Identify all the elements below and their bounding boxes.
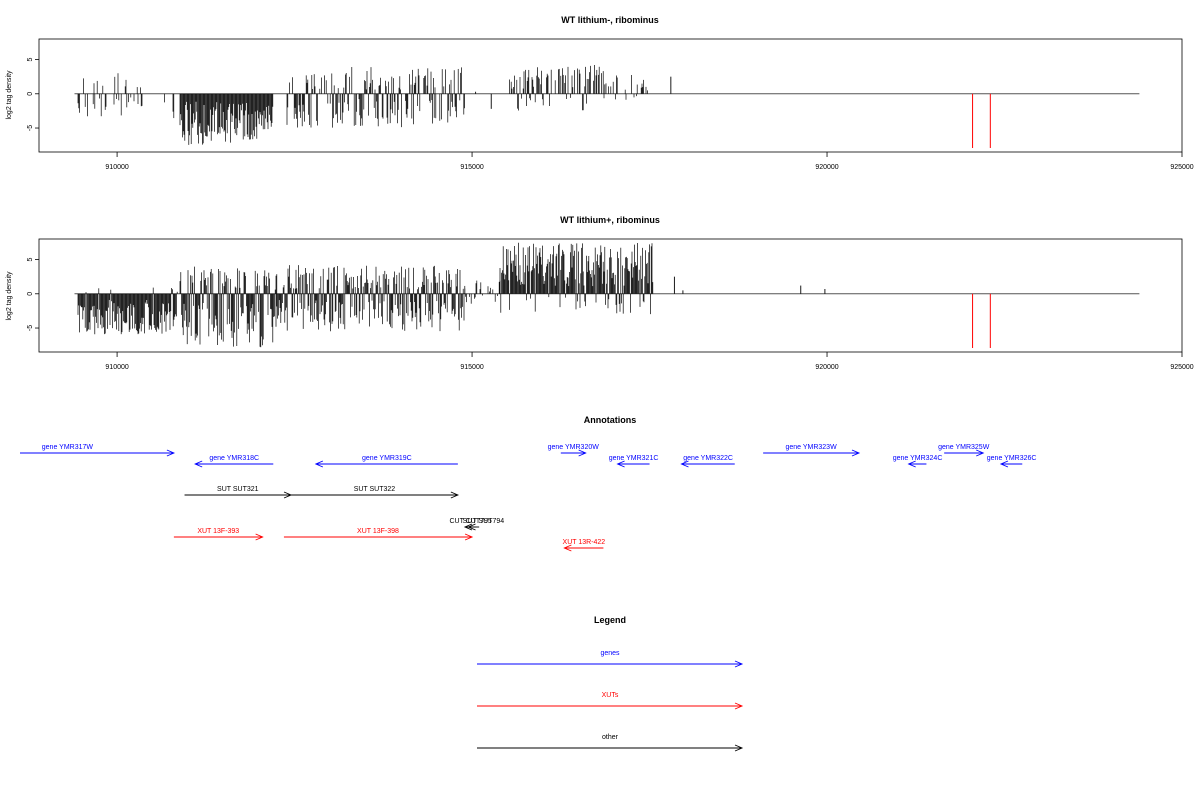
feature-arrow-head	[467, 523, 476, 531]
annotation-tracks: gene YMR317W gene YMR318C gene YMR319C SUT …	[20, 444, 1037, 552]
annotation-feature: gene YMR326C	[987, 455, 1037, 468]
legend-item: other	[477, 734, 744, 752]
annotation-feature: gene YMR325W	[938, 444, 990, 457]
panel-1-ylabel: log2 tag density	[6, 70, 13, 120]
legend-arrow-head	[734, 660, 744, 668]
feature-arrow-head	[166, 449, 176, 457]
panel-1-title: WT lithium-, ribominus	[561, 15, 659, 25]
legend-items: genes XUTs other	[477, 650, 744, 752]
feature-arrow-head	[450, 491, 460, 499]
feature-label: XUT 13R-422	[563, 539, 606, 546]
feature-label: gene YMR325W	[938, 444, 990, 451]
feature-arrow-head	[194, 460, 203, 468]
annotations-title: Annotations	[584, 415, 637, 425]
legend-item: XUTs	[477, 692, 744, 710]
feature-label: gene YMR324C	[893, 455, 943, 462]
panel-2-ylabel: log2 tag density	[6, 271, 13, 321]
feature-arrow-head	[314, 460, 324, 468]
annotation-feature: gene YMR318C	[194, 455, 274, 468]
y-tick-label: 5	[27, 57, 34, 61]
x-tick-label: 920000	[815, 164, 838, 171]
legend-title: Legend	[594, 615, 626, 625]
y-tick-label: 5	[27, 257, 34, 261]
x-tick-label: 915000	[460, 364, 483, 371]
feature-arrow-head	[680, 460, 689, 468]
x-tick-label: 910000	[105, 364, 128, 371]
feature-label: SUT SUT794	[463, 518, 505, 525]
feature-label: XUT 13F-398	[357, 528, 399, 535]
feature-label: CUT CUT795	[450, 518, 492, 525]
annotation-feature: gene YMR322C	[680, 455, 735, 468]
feature-label: gene YMR318C	[209, 455, 259, 462]
panel-1-bars	[77, 65, 672, 145]
feature-label: gene YMR317W	[42, 444, 94, 451]
annotation-feature: gene YMR320W	[548, 444, 600, 457]
annotation-feature: gene YMR317W	[20, 444, 176, 457]
annotation-feature: XUT 13R-422	[563, 539, 606, 552]
feature-label: SUT SUT321	[217, 486, 259, 493]
panel-1-markers	[972, 93, 991, 148]
x-tick-label: 910000	[105, 164, 128, 171]
legend-label: XUTs	[602, 692, 619, 699]
feature-label: gene YMR319C	[362, 455, 412, 462]
annotation-feature: SUT SUT321	[184, 486, 293, 499]
feature-label: gene YMR320W	[548, 444, 600, 451]
legend-arrow-head	[734, 744, 744, 752]
x-tick-label: 915000	[460, 164, 483, 171]
legend-label: other	[602, 734, 619, 741]
panel-2: WT lithium+, ribominus log2 tag density …	[6, 215, 1194, 371]
annotation-feature: XUT 13F-398	[283, 528, 474, 541]
feature-arrow-head	[976, 449, 985, 457]
annotation-feature: SUT SUT322	[291, 486, 460, 499]
x-tick-label: 925000	[1170, 164, 1193, 171]
panel-2-markers	[972, 293, 991, 348]
feature-arrow-head	[616, 460, 625, 468]
feature-arrow-head	[255, 533, 264, 541]
x-tick-label: 925000	[1170, 364, 1193, 371]
feature-arrow-head	[563, 544, 572, 552]
legend-panel: Legend genes XUTs other	[477, 615, 744, 752]
panel-2-plot-frame	[38, 238, 1183, 353]
panel-1-y-axis: -5 0 5	[27, 57, 39, 131]
feature-arrow-head	[851, 449, 861, 457]
y-tick-label: -5	[27, 125, 34, 131]
panel-2-y-axis: -5 0 5	[27, 257, 39, 331]
panel-2-bars	[77, 242, 826, 348]
feature-arrow-head	[578, 449, 587, 457]
panel-1-x-axis: 910000 915000 920000 925000	[105, 152, 1194, 171]
feature-arrow-head	[464, 533, 474, 541]
annotation-feature: gene YMR323W	[763, 444, 861, 457]
legend-item: genes	[477, 650, 744, 668]
feature-label: SUT SUT322	[354, 486, 396, 493]
panel-2-x-axis: 910000 915000 920000 925000	[105, 352, 1194, 371]
legend-arrow-head	[734, 702, 744, 710]
feature-arrow-head	[463, 523, 473, 531]
feature-arrow-head	[999, 460, 1009, 468]
annotation-feature: gene YMR319C	[314, 455, 458, 468]
legend-label: genes	[600, 650, 620, 657]
feature-label: gene YMR326C	[987, 455, 1037, 462]
panel-1-plot-frame	[38, 38, 1183, 153]
panel-1: WT lithium-, ribominus log2 tag density …	[6, 15, 1194, 171]
feature-label: XUT 13F-393	[197, 528, 239, 535]
feature-arrow-head	[907, 460, 916, 468]
y-tick-label: 0	[27, 92, 34, 96]
annotation-feature: XUT 13F-393	[173, 528, 264, 541]
feature-label: gene YMR321C	[609, 455, 659, 462]
annotation-feature: gene YMR324C	[893, 455, 943, 468]
y-tick-label: 0	[27, 292, 34, 296]
annotation-feature: gene YMR321C	[609, 455, 659, 468]
feature-label: gene YMR322C	[683, 455, 733, 462]
annotation-feature: SUT SUT794	[463, 518, 505, 531]
y-tick-label: -5	[27, 325, 34, 331]
panel-2-title: WT lithium+, ribominus	[560, 215, 660, 225]
x-tick-label: 920000	[815, 364, 838, 371]
feature-label: gene YMR323W	[785, 444, 837, 451]
